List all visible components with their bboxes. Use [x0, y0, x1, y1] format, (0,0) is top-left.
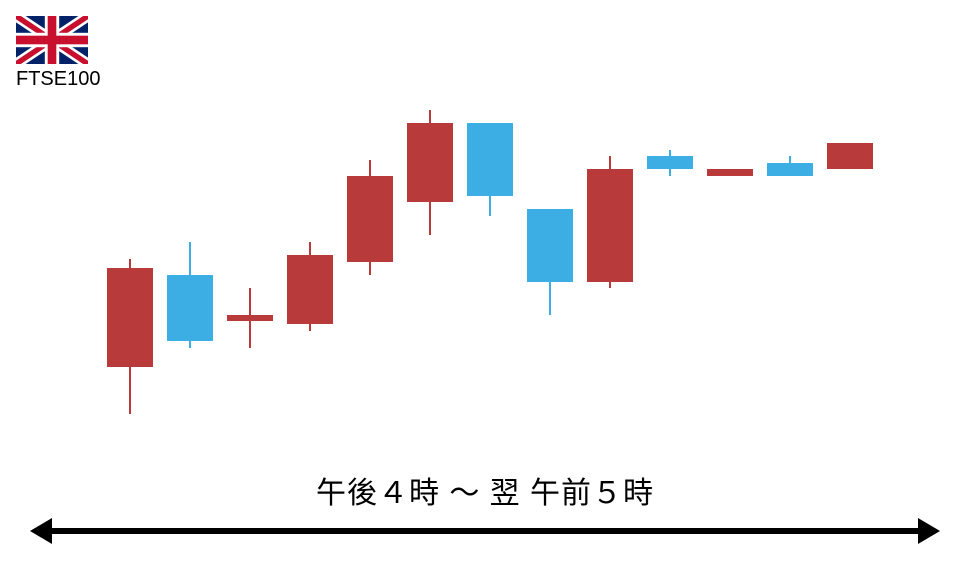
candle — [407, 110, 453, 440]
candle — [647, 110, 693, 440]
candle-body — [407, 123, 453, 202]
candle — [227, 110, 273, 440]
uk-flag-icon — [16, 16, 88, 64]
candle — [287, 110, 333, 440]
candle — [587, 110, 633, 440]
candle — [167, 110, 213, 440]
candle — [107, 110, 153, 440]
candle-body — [827, 143, 873, 169]
time-range-label: 午後４時 ～ 翌 午前５時 — [30, 468, 940, 512]
candle-body — [227, 315, 273, 322]
candle-body — [287, 255, 333, 324]
candle-body — [347, 176, 393, 262]
time-range: 午後４時 ～ 翌 午前５時 — [30, 468, 940, 544]
candle-body — [647, 156, 693, 169]
candle-body — [107, 268, 153, 367]
double-arrow-icon — [30, 518, 940, 544]
candle-body — [587, 169, 633, 281]
candlestick-chart — [40, 110, 940, 440]
candle — [707, 110, 753, 440]
candle-body — [167, 275, 213, 341]
candle-body — [527, 209, 573, 282]
candle-body — [467, 123, 513, 196]
candle — [527, 110, 573, 440]
candle-body — [707, 169, 753, 176]
candle — [467, 110, 513, 440]
candle — [767, 110, 813, 440]
candle — [827, 110, 873, 440]
candle-body — [767, 163, 813, 176]
candle — [347, 110, 393, 440]
index-label: FTSE100 — [16, 68, 100, 91]
